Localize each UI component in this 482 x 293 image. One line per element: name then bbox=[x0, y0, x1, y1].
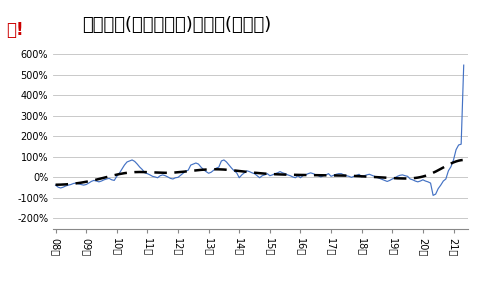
Text: マ!: マ! bbox=[6, 21, 24, 39]
Text: 発売戸数(前年同月比)の推移(首都圏): 発売戸数(前年同月比)の推移(首都圏) bbox=[82, 16, 271, 34]
